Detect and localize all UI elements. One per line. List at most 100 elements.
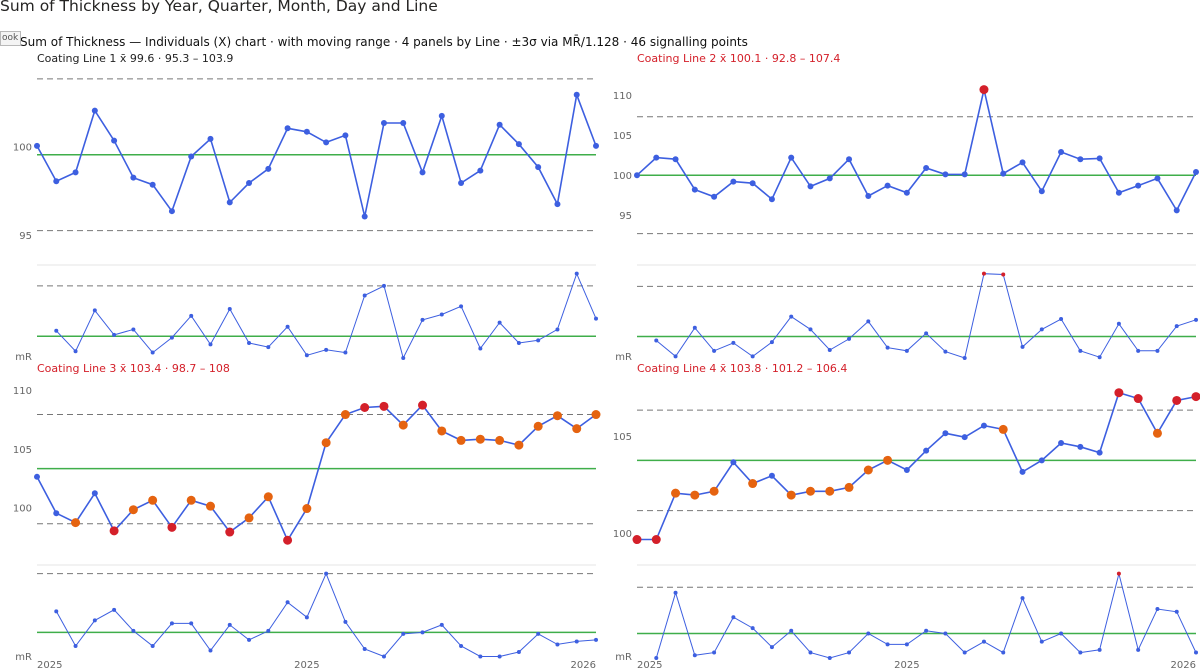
mr-point xyxy=(1116,321,1121,326)
chart-subtitle: Sum of Thickness — Individuals (X) chart… xyxy=(20,35,748,49)
mr-axis-label: mR xyxy=(615,652,632,663)
mr-point xyxy=(227,307,232,312)
signal-point xyxy=(398,420,408,430)
data-point xyxy=(1096,449,1103,456)
mr-point xyxy=(54,609,59,614)
signal-point xyxy=(805,486,815,496)
data-point xyxy=(1038,188,1045,195)
mr-point xyxy=(73,349,78,354)
mr-point xyxy=(285,324,290,329)
individuals-series-line xyxy=(36,91,597,217)
panel-title: Coating Line 4 x̄ 103.8 · 101.2 – 106.4 xyxy=(637,362,847,375)
mr-point xyxy=(304,353,309,358)
data-point xyxy=(1135,182,1142,189)
data-point xyxy=(923,447,930,454)
mr-point xyxy=(189,313,194,318)
mr-point xyxy=(343,619,348,624)
mr-point xyxy=(439,622,444,627)
signal-point xyxy=(1172,395,1182,405)
moving-range-line xyxy=(55,572,597,658)
x-tick-label: 2025 xyxy=(294,660,319,670)
data-point xyxy=(34,142,40,149)
data-point xyxy=(691,186,698,193)
data-point xyxy=(34,473,40,480)
mr-point xyxy=(478,654,483,659)
mr-point xyxy=(962,650,967,655)
mr-point xyxy=(324,571,329,576)
signal-point xyxy=(533,421,543,431)
chart-panel-2: Coating Line 2 x̄ 100.1 · 92.8 – 107.4 11… xyxy=(613,52,1199,363)
data-point xyxy=(1019,468,1026,475)
mr-point xyxy=(808,327,813,332)
mr-point xyxy=(1001,650,1006,655)
data-point xyxy=(400,119,407,126)
data-point xyxy=(826,175,833,182)
mr-point xyxy=(943,631,948,636)
mr-signal-point xyxy=(981,271,986,276)
individuals-series-line xyxy=(637,391,1197,541)
mr-point xyxy=(1155,607,1160,612)
mr-point xyxy=(827,656,832,660)
y-tick-label: 110 xyxy=(613,91,632,102)
signal-point xyxy=(321,438,331,448)
x-tick-label: 2025 xyxy=(37,660,62,670)
mr-point xyxy=(654,656,659,660)
mr-point xyxy=(769,340,774,345)
signal-point xyxy=(109,526,119,536)
data-point xyxy=(168,208,175,215)
data-point xyxy=(1077,443,1084,450)
signal-point xyxy=(748,479,758,489)
y-tick-label: 95 xyxy=(19,231,32,242)
signal-point xyxy=(71,518,81,528)
mr-point xyxy=(1059,317,1064,322)
mr-point xyxy=(1078,650,1083,655)
data-point xyxy=(903,189,910,196)
mr-point xyxy=(401,631,406,636)
mr-point xyxy=(54,328,59,333)
x-tick-label: 2026 xyxy=(571,660,596,670)
mr-point xyxy=(789,628,794,633)
mr-point xyxy=(536,631,541,636)
signal-point xyxy=(572,424,582,434)
mr-point xyxy=(750,626,755,631)
y-tick-label: 100 xyxy=(613,529,632,540)
data-point xyxy=(730,459,737,466)
mr-point xyxy=(1020,344,1025,349)
data-point xyxy=(361,213,368,220)
data-point xyxy=(846,156,853,163)
mr-point xyxy=(208,342,213,347)
mr-point xyxy=(904,642,909,647)
data-point xyxy=(72,169,79,176)
mr-point xyxy=(362,646,367,651)
moving-range-line xyxy=(655,573,1197,659)
mr-point xyxy=(962,356,967,360)
mr-point xyxy=(381,283,386,288)
data-point xyxy=(535,164,542,171)
data-point xyxy=(246,179,253,186)
mr-point xyxy=(459,304,464,309)
mr-point xyxy=(497,320,502,325)
data-point xyxy=(458,179,465,186)
tooltip-tab[interactable]: ook xyxy=(0,31,21,46)
mr-signal-point xyxy=(1001,272,1006,277)
data-point xyxy=(53,178,60,185)
data-point xyxy=(768,196,775,203)
signal-point xyxy=(495,435,505,445)
mr-point xyxy=(574,639,579,644)
data-point xyxy=(188,153,195,160)
data-point xyxy=(207,135,214,142)
signal-point xyxy=(167,522,177,532)
y-tick-label: 105 xyxy=(13,445,32,456)
mr-point xyxy=(1174,324,1179,329)
data-point xyxy=(149,181,156,188)
mr-axis-label: mR xyxy=(15,652,32,663)
data-point xyxy=(865,193,872,199)
mr-point xyxy=(1174,609,1179,614)
signal-point xyxy=(360,402,370,412)
mr-point xyxy=(247,637,252,642)
mr-point xyxy=(420,317,425,322)
mr-point xyxy=(1078,348,1083,353)
x-tick-label: 2025 xyxy=(637,660,662,670)
mr-axis-label: mR xyxy=(615,352,632,363)
mr-point xyxy=(924,331,929,336)
